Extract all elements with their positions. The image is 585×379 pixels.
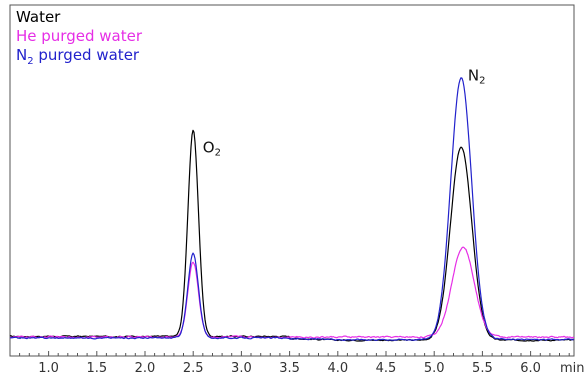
series-layer (9, 77, 575, 342)
x-tick-label: 3.5 (279, 361, 300, 376)
legend-entry-1: Water (16, 8, 61, 26)
peak-label-1: O2 (203, 138, 221, 158)
legend-entry-2: He purged water (16, 27, 143, 45)
x-tick-label: 2.0 (135, 361, 156, 376)
x-tick-label: 6.0 (520, 361, 541, 376)
x-axis-tick-labels: 1.0 1.5 2.0 2.5 3.0 3.5 4.0 4.5 5.0 5.5 6.0 (38, 361, 541, 376)
x-tick-label: 1.5 (86, 361, 107, 376)
x-tick-label: 3.0 (231, 361, 252, 376)
annotations: O2 N2 (203, 67, 486, 159)
x-tick-label: 2.5 (183, 361, 204, 376)
x-tick-label: 5.0 (424, 361, 445, 376)
x-axis-ticks (9, 351, 570, 356)
series-line-3 (9, 77, 575, 341)
series-line-1 (9, 129, 575, 342)
x-tick-label: 1.0 (38, 361, 59, 376)
x-tick-label: 5.5 (472, 361, 493, 376)
x-axis-unit-label: min (560, 361, 585, 376)
plot-frame (9, 4, 575, 357)
legend-entry-3: N2 purged water (16, 46, 140, 67)
x-tick-label: 4.0 (327, 361, 348, 376)
peak-label-2: N2 (468, 67, 486, 87)
series-line-2 (9, 246, 575, 339)
x-tick-label: 4.5 (376, 361, 397, 376)
